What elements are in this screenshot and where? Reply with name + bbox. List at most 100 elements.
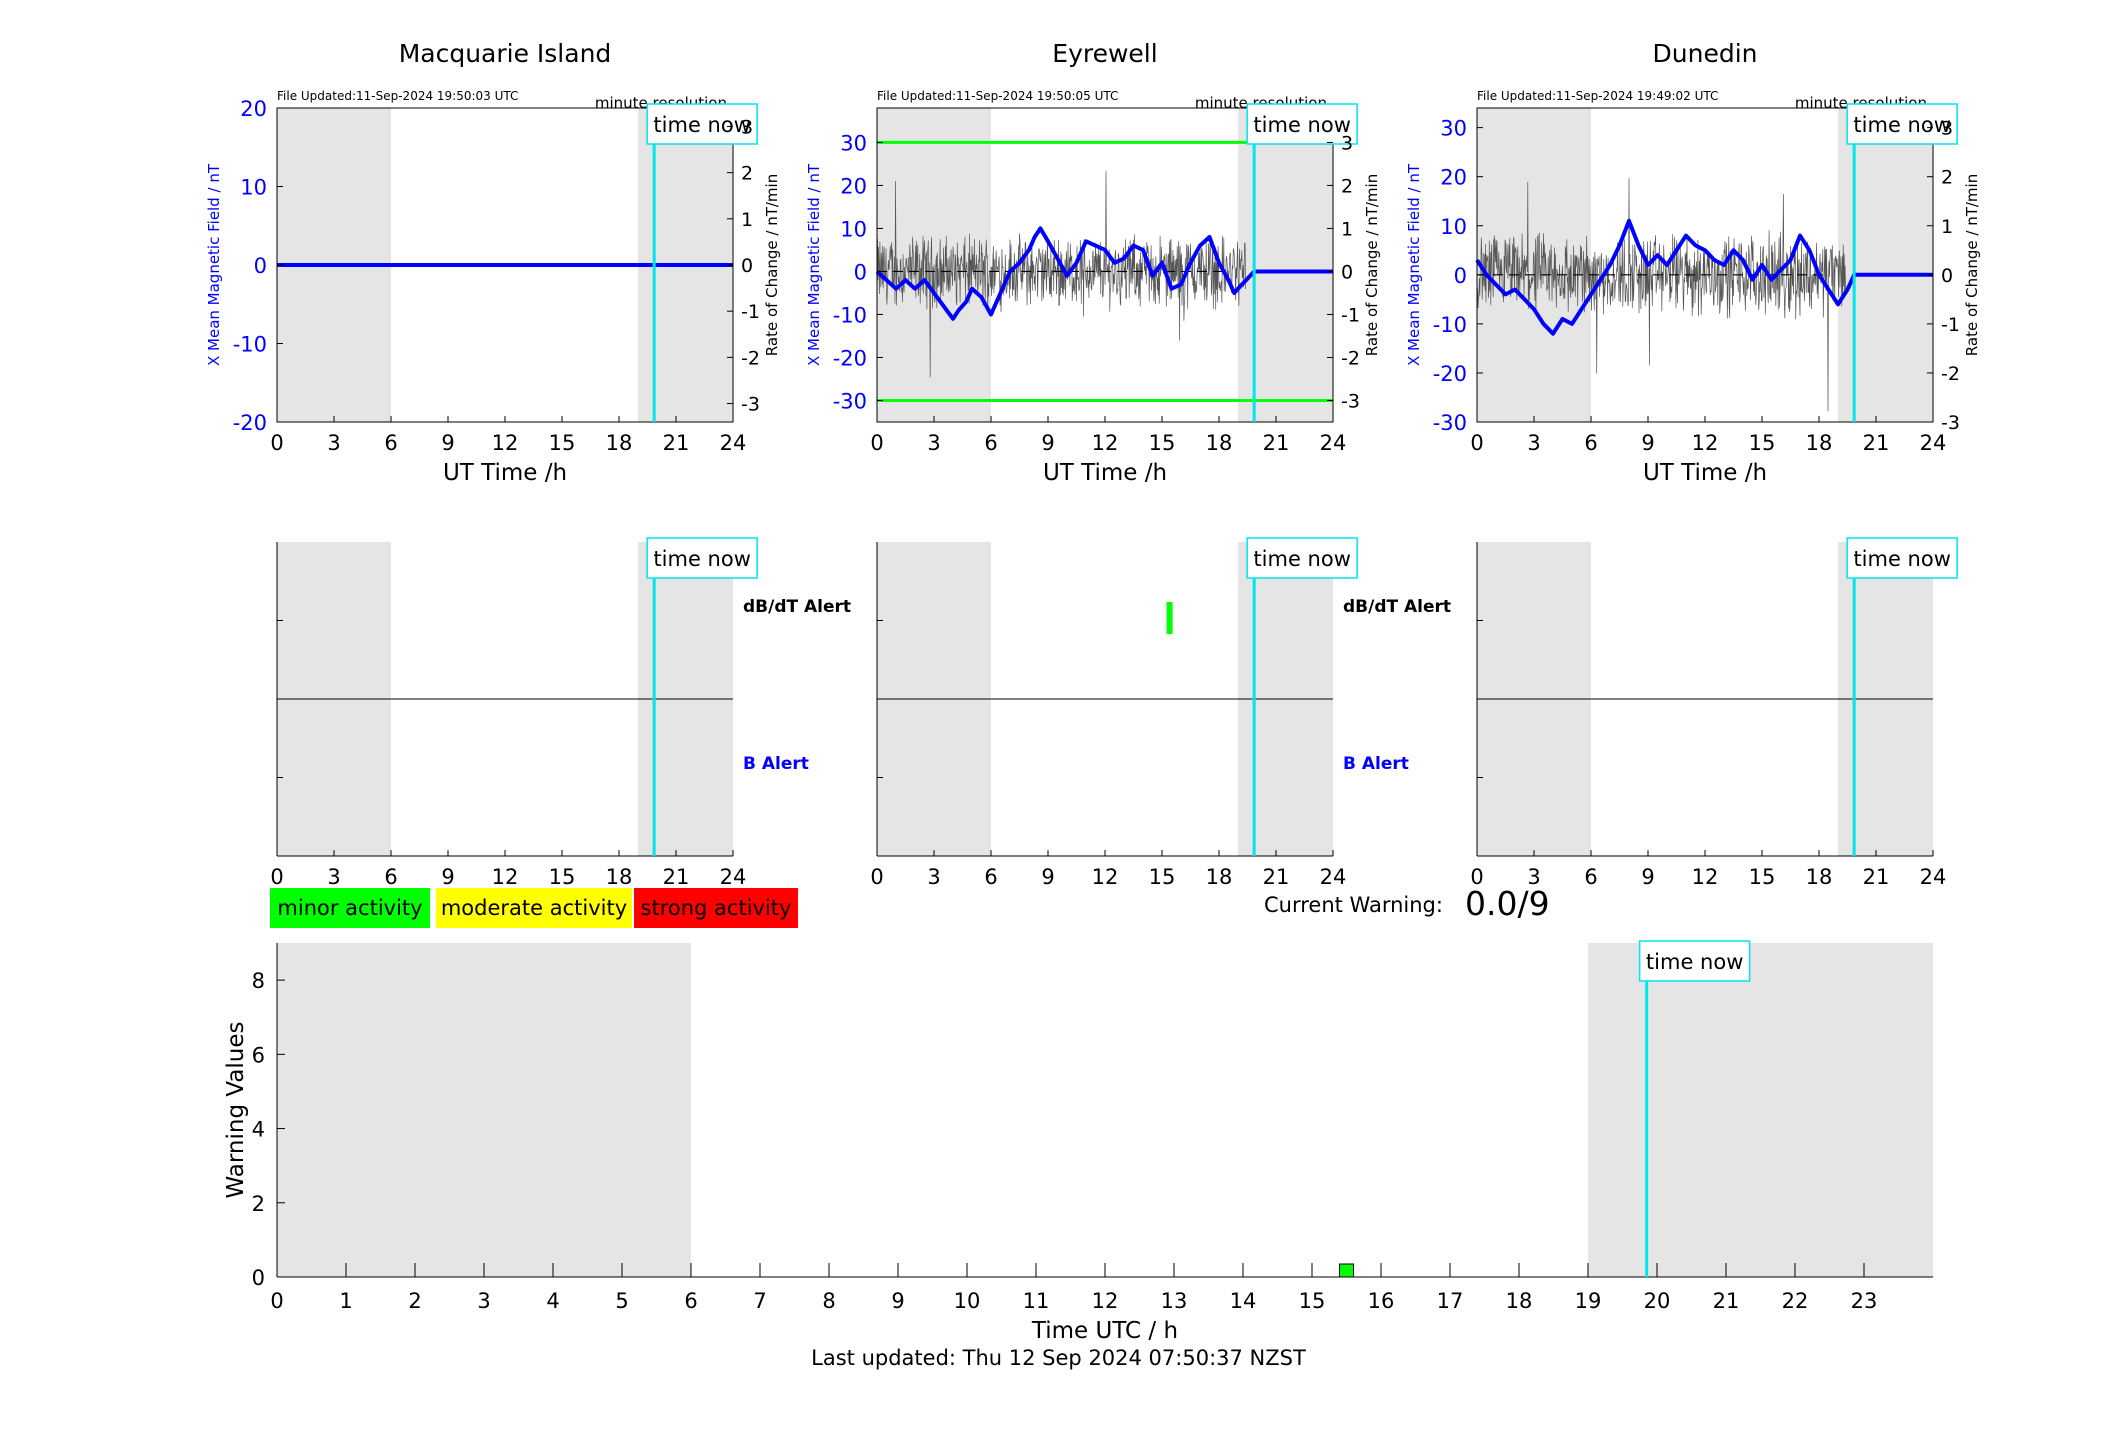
y-tick-label: 6 <box>252 1043 265 1067</box>
x-axis-label: Time UTC / h <box>1031 1318 1178 1344</box>
x-tick-label: 6 <box>984 865 997 889</box>
y-tick-label: -10 <box>1433 313 1467 337</box>
x-tick-label: 20 <box>1644 1289 1671 1313</box>
x-tick-label: 21 <box>663 865 690 889</box>
y2-tick-label: 3 <box>1941 118 1953 140</box>
y-tick-label: 8 <box>252 969 265 993</box>
time-now-label-text: time now <box>1253 547 1350 571</box>
x-tick-label: 6 <box>384 431 397 455</box>
x-tick-label: 15 <box>1749 865 1776 889</box>
y-axis-label-field: X Mean Magnetic Field / nT <box>805 163 823 366</box>
time-now-label-box <box>1846 103 1958 145</box>
y2-tick-label: 2 <box>741 163 753 185</box>
x-tick-label: 18 <box>1806 431 1833 455</box>
x-tick-label: 18 <box>1806 865 1833 889</box>
x-tick-label: 12 <box>1692 865 1719 889</box>
x-tick-label: 9 <box>1041 431 1054 455</box>
x-tick-label: 6 <box>384 865 397 889</box>
file-updated-text: File Updated:11-Sep-2024 19:50:03 UTC <box>277 89 518 103</box>
y-axis-label-field: X Mean Magnetic Field / nT <box>205 163 223 366</box>
y-tick-label: -20 <box>1433 362 1467 386</box>
y-tick-label: 20 <box>240 97 267 121</box>
y2-tick-label: 0 <box>741 255 753 277</box>
dbdt-alert-label: dB/dT Alert <box>743 597 851 617</box>
x-tick-label: 3 <box>927 431 940 455</box>
y2-tick-label: -2 <box>1941 363 1960 385</box>
x-tick-label: 9 <box>891 1289 904 1313</box>
rate-of-change-trace <box>876 170 1246 378</box>
time-now-label-box <box>1846 537 1958 579</box>
y-tick-label: -30 <box>833 389 867 413</box>
x-tick-label: 18 <box>1206 865 1233 889</box>
x-tick-label: 11 <box>1023 1289 1050 1313</box>
y2-tick-label: -3 <box>1341 390 1360 412</box>
alert-panel-eyrewell: time now 0 3 6 9 12 15 18 21 24 dB/dT Alert B Alert <box>870 537 1451 889</box>
y-tick-label: -30 <box>1433 411 1467 435</box>
station-title: Macquarie Island <box>399 39 612 68</box>
x-tick-label: 1 <box>339 1289 352 1313</box>
y-tick-label: 4 <box>252 1118 265 1142</box>
x-tick-label: 8 <box>822 1289 835 1313</box>
x-tick-label: 15 <box>1149 431 1176 455</box>
y-tick-label: 10 <box>240 176 267 200</box>
x-tick-label: 0 <box>1470 865 1483 889</box>
x-axis-label: UT Time /h <box>1043 460 1167 486</box>
y2-tick-label: -2 <box>1341 347 1360 369</box>
b-alert-label: B Alert <box>743 754 809 774</box>
x-tick-label: 24 <box>720 431 747 455</box>
y-tick-label: 0 <box>854 260 867 284</box>
x-tick-label: 10 <box>954 1289 981 1313</box>
y-axis-label-rate: Rate of Change / nT/min <box>1363 174 1381 356</box>
top-panel-macquarie-island: Macquarie Island File Updated:11-Sep-2024… <box>205 39 781 486</box>
x-tick-label: 18 <box>1206 431 1233 455</box>
alert-panel-macquarie-island: time now 0 3 6 9 12 15 18 21 24 dB/dT Alert B Alert <box>270 537 851 889</box>
current-warning-label: Current Warning: <box>1264 893 1443 917</box>
x-tick-label: 9 <box>1641 431 1654 455</box>
x-tick-label: 0 <box>270 431 283 455</box>
legend-minor-activity: minor activity <box>270 888 430 928</box>
time-now-label-text: time now <box>653 547 750 571</box>
x-tick-label: 21 <box>1263 865 1290 889</box>
x-tick-label: 21 <box>663 431 690 455</box>
x-tick-label: 12 <box>1692 431 1719 455</box>
y-tick-label: 20 <box>840 174 867 198</box>
night-shade <box>1588 943 1933 1277</box>
b-alert-label: B Alert <box>1343 754 1409 774</box>
time-now-label-box <box>1638 940 1751 982</box>
time-now-label-box <box>1246 537 1358 579</box>
x-tick-label: 0 <box>870 865 883 889</box>
x-tick-label: 14 <box>1230 1289 1257 1313</box>
x-tick-label: 9 <box>1641 865 1654 889</box>
y-tick-label: 20 <box>1440 166 1467 190</box>
x-tick-label: 12 <box>492 431 519 455</box>
warning-bar <box>1339 1263 1354 1278</box>
x-tick-label: 5 <box>615 1289 628 1313</box>
y-axis-label-rate: Rate of Change / nT/min <box>763 174 781 356</box>
x-tick-label: 9 <box>441 865 454 889</box>
x-tick-label: 9 <box>441 431 454 455</box>
legend-strong-activity: strong activity <box>634 888 798 928</box>
x-tick-label: 0 <box>1470 431 1483 455</box>
x-tick-label: 19 <box>1575 1289 1602 1313</box>
x-tick-label: 24 <box>1920 865 1947 889</box>
y2-tick-label: -3 <box>1941 412 1960 434</box>
x-tick-label: 15 <box>1749 431 1776 455</box>
x-tick-label: 23 <box>1851 1289 1878 1313</box>
x-tick-label: 15 <box>549 865 576 889</box>
y-tick-label: 30 <box>840 131 867 155</box>
field-series-line <box>875 226 1333 321</box>
field-series-line <box>1475 218 1933 336</box>
x-tick-label: 21 <box>1713 1289 1740 1313</box>
x-tick-label: 24 <box>1320 431 1347 455</box>
alert-panel-dunedin: time now 0 3 6 9 12 15 18 21 24 <box>1470 537 1958 889</box>
x-tick-label: 6 <box>684 1289 697 1313</box>
y-tick-label: 30 <box>1440 117 1467 141</box>
y-axis-label: Warning Values <box>223 1021 249 1198</box>
y2-tick-label: 1 <box>1941 216 1953 238</box>
y2-tick-label: 1 <box>741 209 753 231</box>
night-shade <box>1238 108 1333 422</box>
night-shade <box>277 943 691 1277</box>
legend-moderate-activity: moderate activity <box>436 888 632 928</box>
